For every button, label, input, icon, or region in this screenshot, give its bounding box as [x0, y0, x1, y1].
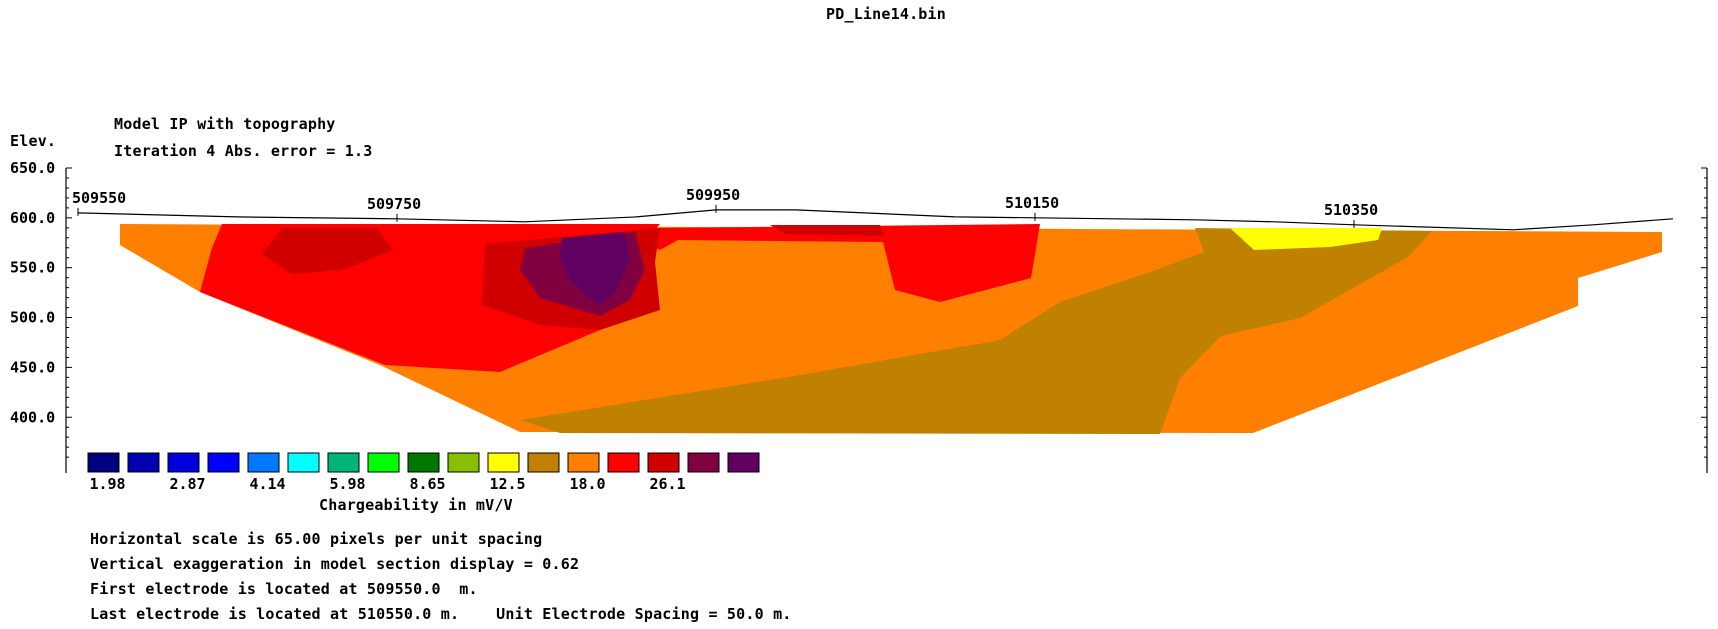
- x-tick-label: 510350: [1324, 201, 1378, 219]
- info-line-3: First electrode is located at 509550.0 m…: [90, 580, 478, 598]
- y-tick-label: 500.0: [10, 309, 55, 327]
- zone-purple: [560, 232, 630, 306]
- legend-swatch: [247, 452, 280, 473]
- model-zones: [120, 224, 1662, 434]
- legend-swatch: [327, 452, 360, 473]
- legend-swatch: [607, 452, 640, 473]
- legend-swatch: [527, 452, 560, 473]
- info-line-4: Last electrode is located at 510550.0 m.…: [90, 605, 792, 623]
- legend-swatch: [487, 452, 520, 473]
- x-tick-label: 509750: [367, 195, 421, 213]
- x-tick-label: 509550: [72, 189, 126, 207]
- y-axis-labels: 650.0 600.0 550.0 500.0 450.0 400.0: [10, 159, 55, 426]
- y-tick-label: 550.0: [10, 259, 55, 277]
- legend-swatch: [87, 452, 120, 473]
- zone-brown: [520, 228, 1432, 434]
- zone-red-dark-left: [262, 228, 393, 274]
- y-tick-label: 450.0: [10, 358, 55, 376]
- legend-swatch: [647, 452, 680, 473]
- left-y-ticks: [66, 167, 72, 458]
- legend-label: 8.65: [409, 475, 445, 493]
- legend-title: Chargeability in mV/V: [319, 496, 513, 514]
- model-title: Model IP with topography: [114, 115, 336, 133]
- info-line-1: Horizontal scale is 65.00 pixels per uni…: [90, 530, 543, 548]
- x-tick-label: 510150: [1005, 194, 1059, 212]
- legend-swatch: [447, 452, 480, 473]
- x-tick-label: 509950: [686, 186, 740, 204]
- legend-label: 18.0: [569, 475, 605, 493]
- y-tick-label: 650.0: [10, 159, 55, 177]
- legend-swatch: [367, 452, 400, 473]
- x-axis-labels: 509550 509750 509950 510150 510350: [72, 186, 1378, 228]
- legend-label: 12.5: [489, 475, 525, 493]
- legend-labels: 1.98 2.87 4.14 5.98 8.65 12.5 18.0 26.1: [89, 475, 685, 493]
- legend-swatch: [127, 452, 160, 473]
- legend-swatch: [567, 452, 600, 473]
- y-tick-label: 400.0: [10, 408, 55, 426]
- iteration-line: Iteration 4 Abs. error = 1.3: [114, 142, 373, 160]
- legend-swatch: [287, 452, 320, 473]
- y-tick-label: 600.0: [10, 209, 55, 227]
- zone-red-top-band: [560, 224, 1040, 302]
- zone-yellow: [1230, 228, 1382, 250]
- right-y-ticks: [1701, 167, 1707, 458]
- legend-swatch: [207, 452, 240, 473]
- file-title: PD_Line14.bin: [826, 5, 946, 23]
- topography-line: [77, 209, 1674, 231]
- color-legend: [87, 452, 760, 473]
- legend-label: 5.98: [329, 475, 365, 493]
- legend-swatch: [167, 452, 200, 473]
- legend-label: 2.87: [169, 475, 205, 493]
- legend-label: 1.98: [89, 475, 125, 493]
- legend-swatch: [407, 452, 440, 473]
- elevation-label: Elev.: [10, 132, 57, 150]
- legend-swatch: [687, 452, 720, 473]
- zone-red-dark-top: [770, 225, 884, 236]
- legend-swatch: [727, 452, 760, 473]
- info-line-2: Vertical exaggeration in model section d…: [90, 555, 580, 573]
- legend-label: 4.14: [249, 475, 285, 493]
- legend-label: 26.1: [649, 475, 685, 493]
